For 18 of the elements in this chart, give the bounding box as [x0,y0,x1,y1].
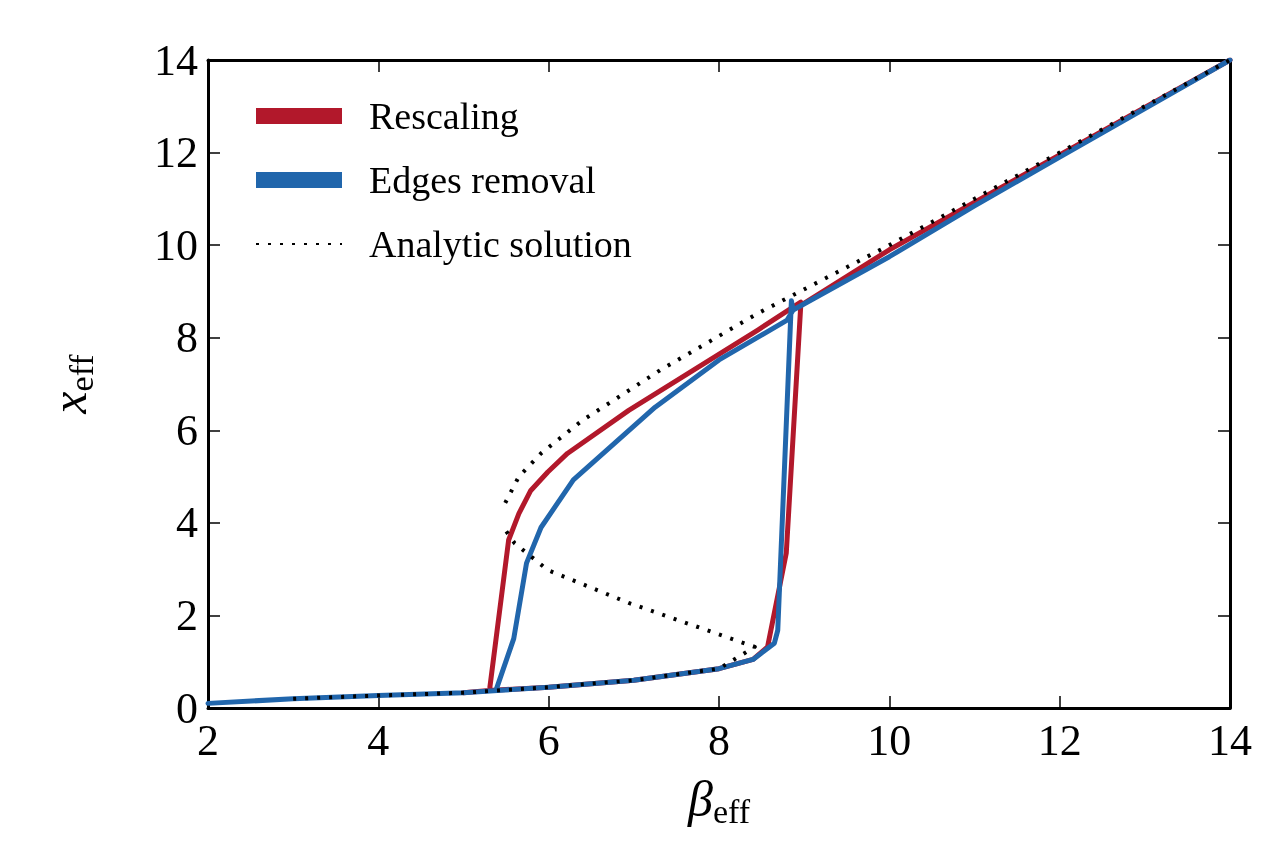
y-tick-label: 4 [176,498,198,548]
x-tick-label: 12 [1037,715,1082,765]
x-tick-label: 8 [708,715,730,765]
legend-label: Analytic solution [369,223,632,265]
y-tick-label: 6 [176,405,198,455]
x-tick-label: 6 [537,715,560,765]
y-tick-label: 0 [176,683,198,733]
y-tick-label: 8 [176,313,198,363]
x-tick-label: 10 [867,715,912,765]
legend-label: Edges removal [369,159,596,201]
y-tick-label: 2 [176,590,198,640]
y-axis-title: xeff [41,353,100,415]
legend-label: Rescaling [369,95,519,137]
x-tick-label: 4 [367,715,390,765]
y-tick-label: 10 [154,220,198,270]
x-tick-label: 14 [1208,715,1252,765]
y-tick-label: 14 [154,35,198,85]
y-tick-label: 12 [154,128,198,178]
